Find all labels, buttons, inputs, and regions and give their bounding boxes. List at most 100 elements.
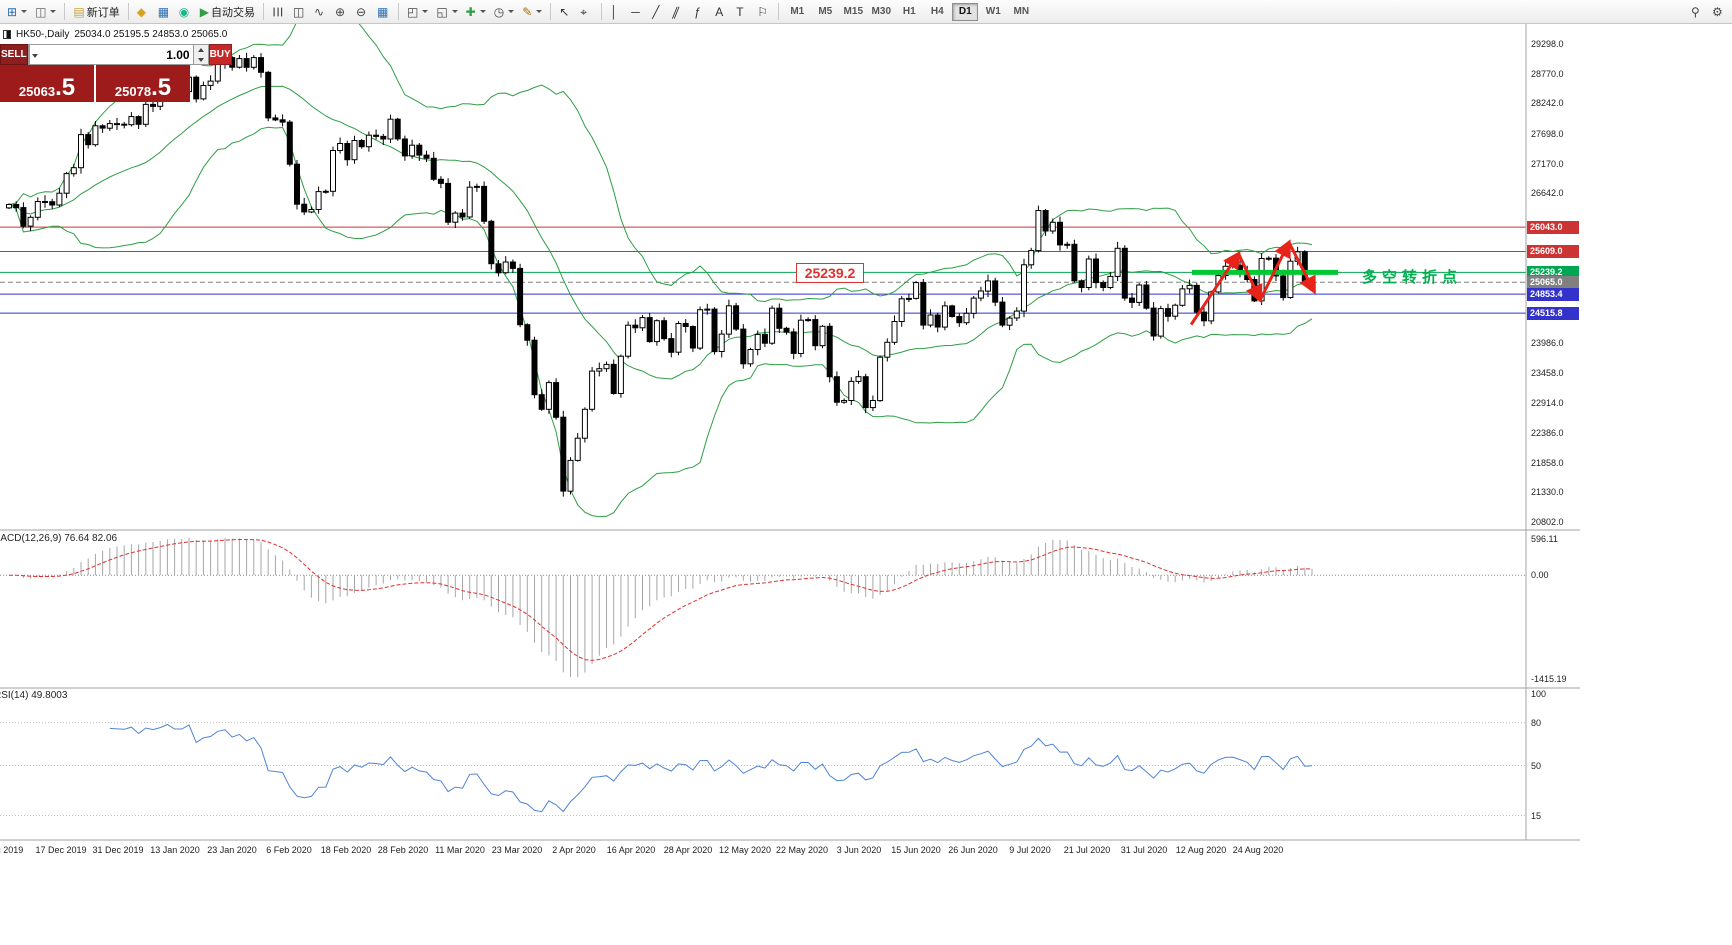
cascade-windows-button[interactable]: ◱ bbox=[432, 2, 461, 22]
community-button[interactable]: ◉ bbox=[175, 2, 196, 22]
timeframe-m5-button[interactable]: M5 bbox=[812, 3, 838, 21]
search-button[interactable]: ⚲ bbox=[1687, 2, 1708, 22]
one-click-trade-panel: SELL BUY 25063.5 25078.5 bbox=[0, 44, 232, 102]
text-label-button[interactable]: T bbox=[732, 2, 753, 22]
periods-icon: ◷ bbox=[493, 4, 505, 19]
horizontal-line-button[interactable]: ─ bbox=[627, 2, 648, 22]
price-axis-tick: 26642.0 bbox=[1531, 188, 1564, 198]
chart-symbol-title: HK50-,Daily bbox=[16, 29, 70, 40]
trendline-button[interactable]: ╱ bbox=[648, 2, 669, 22]
timeframe-w1-button[interactable]: W1 bbox=[980, 3, 1006, 21]
fibonacci-button[interactable]: ƒ bbox=[690, 2, 711, 22]
rsi-axis-tick: 15 bbox=[1531, 811, 1542, 821]
chart-ohlc-values: 25034.0 25195.5 24853.0 25065.0 bbox=[74, 29, 228, 40]
volume-increase-button[interactable] bbox=[193, 45, 208, 55]
horizontal-line-icon: ─ bbox=[631, 4, 640, 19]
crosshair-icon: ⌖ bbox=[580, 4, 588, 19]
tile-windows-button[interactable]: ◰ bbox=[403, 2, 432, 22]
zoom-in-button[interactable]: ⊕ bbox=[331, 2, 352, 22]
price-axis-tick: 21858.0 bbox=[1531, 458, 1564, 468]
sell-price[interactable]: 25063.5 bbox=[0, 65, 94, 102]
templates-icon: ✎ bbox=[522, 4, 533, 19]
timeframe-h1-button[interactable]: H1 bbox=[896, 3, 922, 21]
price-level-label[interactable]: 25239.2 bbox=[796, 263, 864, 283]
community-icon: ◉ bbox=[178, 4, 190, 19]
templates-button[interactable]: ✎ bbox=[518, 2, 546, 22]
date-axis-label: 31 Jul 2020 bbox=[1120, 845, 1168, 855]
periods-button[interactable]: ◷ bbox=[490, 2, 518, 22]
price-axis-tick: 23986.0 bbox=[1531, 338, 1564, 348]
candlestick-chart-button[interactable]: ◫ bbox=[289, 2, 310, 22]
vertical-line-button[interactable]: │ bbox=[606, 2, 627, 22]
new-order-label: 新订单 bbox=[86, 6, 120, 19]
chevron-down-icon bbox=[451, 10, 458, 13]
rsi-indicator-label: RSI(14) 49.8003 bbox=[0, 690, 68, 701]
cursor-button[interactable]: ↖ bbox=[555, 2, 576, 22]
price-axis-tick: 27698.0 bbox=[1531, 129, 1564, 139]
volume-stepper bbox=[192, 45, 208, 64]
metaeditor-button[interactable]: ◆ bbox=[133, 2, 154, 22]
candlestick-chart-icon: ◫ bbox=[292, 4, 305, 19]
market-button[interactable]: ▦ bbox=[154, 2, 175, 22]
timeframe-mn-button[interactable]: MN bbox=[1008, 3, 1034, 21]
date-axis-label: 12 May 2020 bbox=[718, 845, 772, 855]
buy-price[interactable]: 25078.5 bbox=[96, 65, 190, 102]
macd-axis-zero: 0.00 bbox=[1531, 570, 1549, 580]
settings-button[interactable]: ⚙ bbox=[1708, 2, 1729, 22]
sell-price-small-digits: 25063 bbox=[18, 84, 56, 99]
toolbar-separator bbox=[550, 3, 552, 20]
auto-arrange-button[interactable]: ▦ bbox=[373, 2, 394, 22]
new-chart-icon: ⊞ bbox=[7, 4, 18, 19]
date-axis-label: 21 Jul 2020 bbox=[1063, 845, 1111, 855]
chart-profiles-button[interactable]: ◫ bbox=[31, 2, 60, 22]
toolbar-separator bbox=[778, 3, 780, 20]
volume-input[interactable] bbox=[29, 45, 193, 64]
new-order-button[interactable]: ▤ 新订单 bbox=[69, 2, 123, 22]
timeframe-m15-button[interactable]: M15 bbox=[840, 3, 866, 21]
line-chart-button[interactable]: ∿ bbox=[310, 2, 331, 22]
indicators-button[interactable]: ✚ bbox=[462, 2, 490, 22]
date-axis-label: 18 Feb 2020 bbox=[320, 845, 372, 855]
price-axis-tick: 27170.0 bbox=[1531, 159, 1564, 169]
timeframe-m30-button[interactable]: M30 bbox=[868, 3, 894, 21]
bars-chart-button[interactable]: ☰ bbox=[268, 2, 289, 22]
date-axis-label: 23 Jan 2020 bbox=[207, 845, 257, 855]
text-button[interactable]: A bbox=[711, 2, 732, 22]
text-icon: A bbox=[715, 4, 724, 19]
volume-decrease-button[interactable] bbox=[193, 54, 208, 64]
new-chart-button[interactable]: ⊞ bbox=[3, 2, 31, 22]
date-axis-label: 15 Jun 2020 bbox=[891, 845, 941, 855]
date-axis-label: 16 Apr 2020 bbox=[606, 845, 656, 855]
date-axis-label: 24 Aug 2020 bbox=[1232, 845, 1284, 855]
chart-profiles-icon: ◫ bbox=[35, 4, 47, 19]
price-axis-tick: 21330.0 bbox=[1531, 487, 1564, 497]
new-order-icon: ▤ bbox=[73, 4, 85, 19]
price-level-badge: 24515.8 bbox=[1527, 307, 1579, 320]
date-axis-label: 2 Apr 2020 bbox=[552, 845, 596, 855]
tile-windows-icon: ◰ bbox=[406, 4, 419, 19]
timeframe-d1-button[interactable]: D1 bbox=[952, 2, 979, 21]
timeframe-h4-button[interactable]: H4 bbox=[924, 3, 950, 21]
price-axis-tick: 23458.0 bbox=[1531, 368, 1564, 378]
price-level-badge: 25239.2 bbox=[1527, 266, 1579, 279]
timeframe-m1-button[interactable]: M1 bbox=[784, 3, 810, 21]
buy-button[interactable]: BUY bbox=[208, 44, 232, 65]
date-axis-label: 28 Feb 2020 bbox=[377, 845, 429, 855]
order-type-dropdown[interactable] bbox=[27, 44, 38, 65]
arrows-button[interactable]: ⚐ bbox=[753, 2, 774, 22]
date-axis-label: 13 Jan 2020 bbox=[150, 845, 200, 855]
macd-indicator-label: MACD(12,26,9) 76.64 82.06 bbox=[0, 533, 118, 544]
equidistant-channel-button[interactable]: ∥ bbox=[669, 2, 690, 22]
crosshair-button[interactable]: ⌖ bbox=[576, 2, 597, 22]
autotrading-button[interactable]: ▶ 自动交易 bbox=[196, 2, 259, 22]
date-axis-label: 23 Mar 2020 bbox=[491, 845, 543, 855]
sell-button[interactable]: SELL bbox=[0, 44, 28, 65]
price-level-badge: 25609.0 bbox=[1527, 245, 1579, 258]
zoom-out-button[interactable]: ⊖ bbox=[352, 2, 373, 22]
line-chart-icon: ∿ bbox=[313, 4, 325, 19]
buy-price-big-digits: .5 bbox=[151, 73, 172, 101]
trendline-icon: ╱ bbox=[652, 4, 660, 19]
chevron-down-icon bbox=[479, 10, 486, 13]
search-icon: ⚲ bbox=[1691, 4, 1700, 19]
